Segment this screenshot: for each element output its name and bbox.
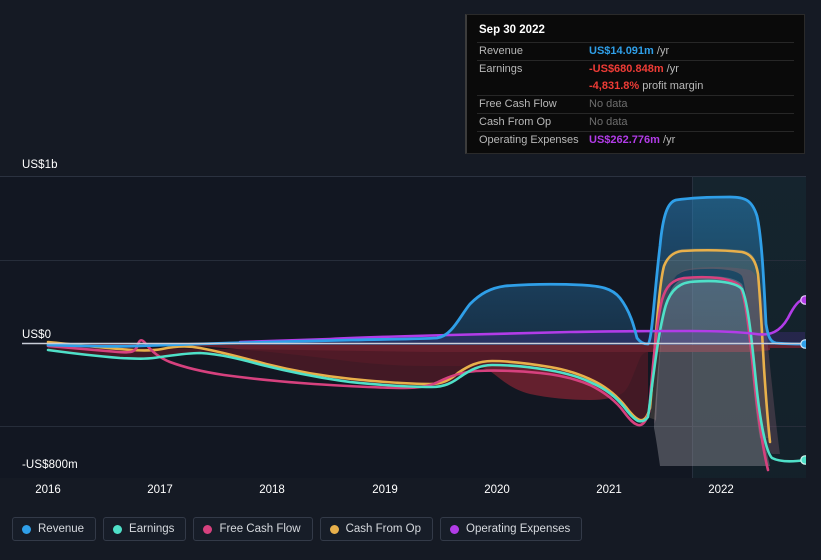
x-axis-tick-2021: 2021 xyxy=(596,484,622,496)
chart-plot-area[interactable] xyxy=(0,176,806,478)
tooltip-row-label: Free Cash Flow xyxy=(479,98,557,110)
line-cash-from-op xyxy=(46,249,772,444)
x-axis-tick-2019: 2019 xyxy=(372,484,398,496)
tooltip-row-unit: /yr xyxy=(653,45,670,57)
x-axis-tick-2022: 2022 xyxy=(708,484,734,496)
x-axis-tick-2020: 2020 xyxy=(484,484,510,496)
line-earnings xyxy=(46,279,806,463)
tooltip-row-value: No data xyxy=(589,114,628,131)
tooltip-row-amount: No data xyxy=(589,116,628,128)
area-earnings-plateau xyxy=(654,276,770,466)
legend-color-dot-icon xyxy=(203,524,213,534)
legend-color-dot-icon xyxy=(22,524,31,534)
legend-item-label: Cash From Op xyxy=(345,523,422,535)
tooltip-row: Revenue US$14.091m /yr xyxy=(477,42,794,60)
legend-item-label: Operating Expenses xyxy=(466,523,571,535)
tooltip-row-label: Operating Expenses xyxy=(479,134,579,146)
tooltip-row-unit: /yr xyxy=(659,134,676,146)
tooltip-row-label: Revenue xyxy=(479,45,524,57)
x-axis: 2016 2017 2018 2019 2020 2021 2022 xyxy=(0,484,821,502)
tooltip-date: Sep 30 2022 xyxy=(479,24,545,36)
tooltip-row-amount: -4,831.8% xyxy=(589,80,640,92)
x-axis-tick-2016: 2016 xyxy=(35,484,61,496)
tooltip-row-amount: US$14.091m xyxy=(589,45,654,57)
tooltip-row-value: US$14.091m /yr xyxy=(589,43,669,60)
tooltip-row: Free Cash Flow No data xyxy=(477,95,794,113)
tooltip-row-unit: /yr xyxy=(663,63,679,75)
tooltip-row: Earnings -US$680.848m /yr xyxy=(477,60,794,78)
endpoint-marker-earnings[interactable] xyxy=(800,455,806,465)
tooltip-row-value: -US$680.848m /yr xyxy=(589,61,679,78)
line-free-cash-flow xyxy=(46,275,770,472)
legend-item-revenue[interactable]: Revenue xyxy=(12,517,97,541)
tooltip-row-amount: No data xyxy=(589,98,628,110)
y-axis-label-top: US$1b xyxy=(22,159,58,171)
tooltip-row-unit: profit margin xyxy=(639,80,704,92)
legend-item-earnings[interactable]: Earnings xyxy=(103,517,187,541)
chart-svg xyxy=(0,176,806,478)
tooltip-row-amount: -US$680.848m xyxy=(589,63,664,75)
legend-item-cash-from-op[interactable]: Cash From Op xyxy=(319,517,434,541)
y-axis-label-bottom: -US$800m xyxy=(22,459,78,471)
endpoint-marker-revenue[interactable] xyxy=(800,339,806,349)
y-axis-label-zero: US$0 xyxy=(22,329,52,341)
area-earnings-trough xyxy=(48,346,648,421)
endpoint-marker-operating-expenses[interactable] xyxy=(800,295,806,305)
data-tooltip: Sep 30 2022 Revenue US$14.091m /yr Earning… xyxy=(465,14,805,154)
tooltip-row: -4,831.8% profit margin xyxy=(477,78,794,95)
legend-color-dot-icon xyxy=(450,524,460,534)
tooltip-rows: Revenue US$14.091m /yr Earnings -US$680.848… xyxy=(477,42,794,149)
legend-item-label: Revenue xyxy=(38,523,85,535)
line-operating-expenses xyxy=(238,298,806,344)
tooltip-row: Operating Expenses US$262.776m /yr xyxy=(477,131,794,149)
chart-legend: Revenue Earnings Free Cash Flow Cash From O… xyxy=(12,517,583,541)
tooltip-row-label: Cash From Op xyxy=(479,116,552,128)
tooltip-row-value: US$262.776m /yr xyxy=(589,132,675,149)
tooltip-row-amount: US$262.776m xyxy=(589,134,660,146)
tooltip-row: Cash From Op No data xyxy=(477,113,794,131)
legend-item-label: Free Cash Flow xyxy=(219,523,301,535)
area-revenue xyxy=(48,197,805,347)
legend-item-free-cash-flow[interactable]: Free Cash Flow xyxy=(193,517,313,541)
legend-color-dot-icon xyxy=(329,524,339,534)
legend-color-dot-icon xyxy=(113,524,123,534)
tooltip-row-value: -4,831.8% profit margin xyxy=(589,78,703,95)
tooltip-row-label: Earnings xyxy=(479,63,523,75)
tooltip-row-value: No data xyxy=(589,96,628,113)
legend-item-label: Earnings xyxy=(129,523,175,535)
x-axis-tick-2018: 2018 xyxy=(259,484,285,496)
legend-item-operating-expenses[interactable]: Operating Expenses xyxy=(440,517,583,541)
line-revenue xyxy=(46,195,806,348)
area-opex xyxy=(240,331,805,345)
x-axis-tick-2017: 2017 xyxy=(147,484,173,496)
